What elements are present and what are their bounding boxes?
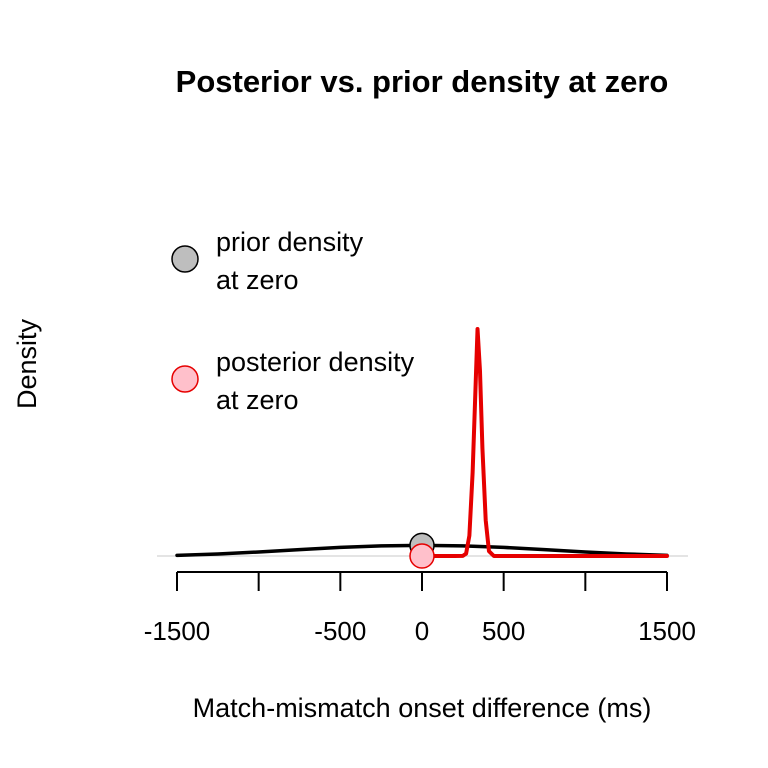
x-tick-label: -500 [314,616,366,646]
x-tick-label: 0 [415,616,429,646]
legend-item: posterior density at zero [171,347,415,415]
posterior-zero-point [409,543,435,569]
legend-item: prior density at zero [171,227,364,295]
y-axis-label: Density [12,318,42,409]
legend-label: prior density [216,227,364,257]
x-tick-label: 500 [482,616,525,646]
x-tick-label: 1500 [638,616,696,646]
x-axis-label: Match-mismatch onset difference (ms) [193,693,652,723]
chart-title: Posterior vs. prior density at zero [176,64,669,99]
legend: prior density at zero posterior density at … [171,227,415,415]
x-tick-label: -1500 [144,616,211,646]
legend-marker [171,245,199,273]
legend-label: at zero [216,265,299,295]
posterior-density-line [420,326,669,558]
plot-area [157,326,688,569]
x-axis: -1500 -500 0 500 1500 [144,571,696,646]
legend-marker [171,365,199,393]
legend-label: posterior density [216,347,415,377]
legend-label: at zero [216,385,299,415]
